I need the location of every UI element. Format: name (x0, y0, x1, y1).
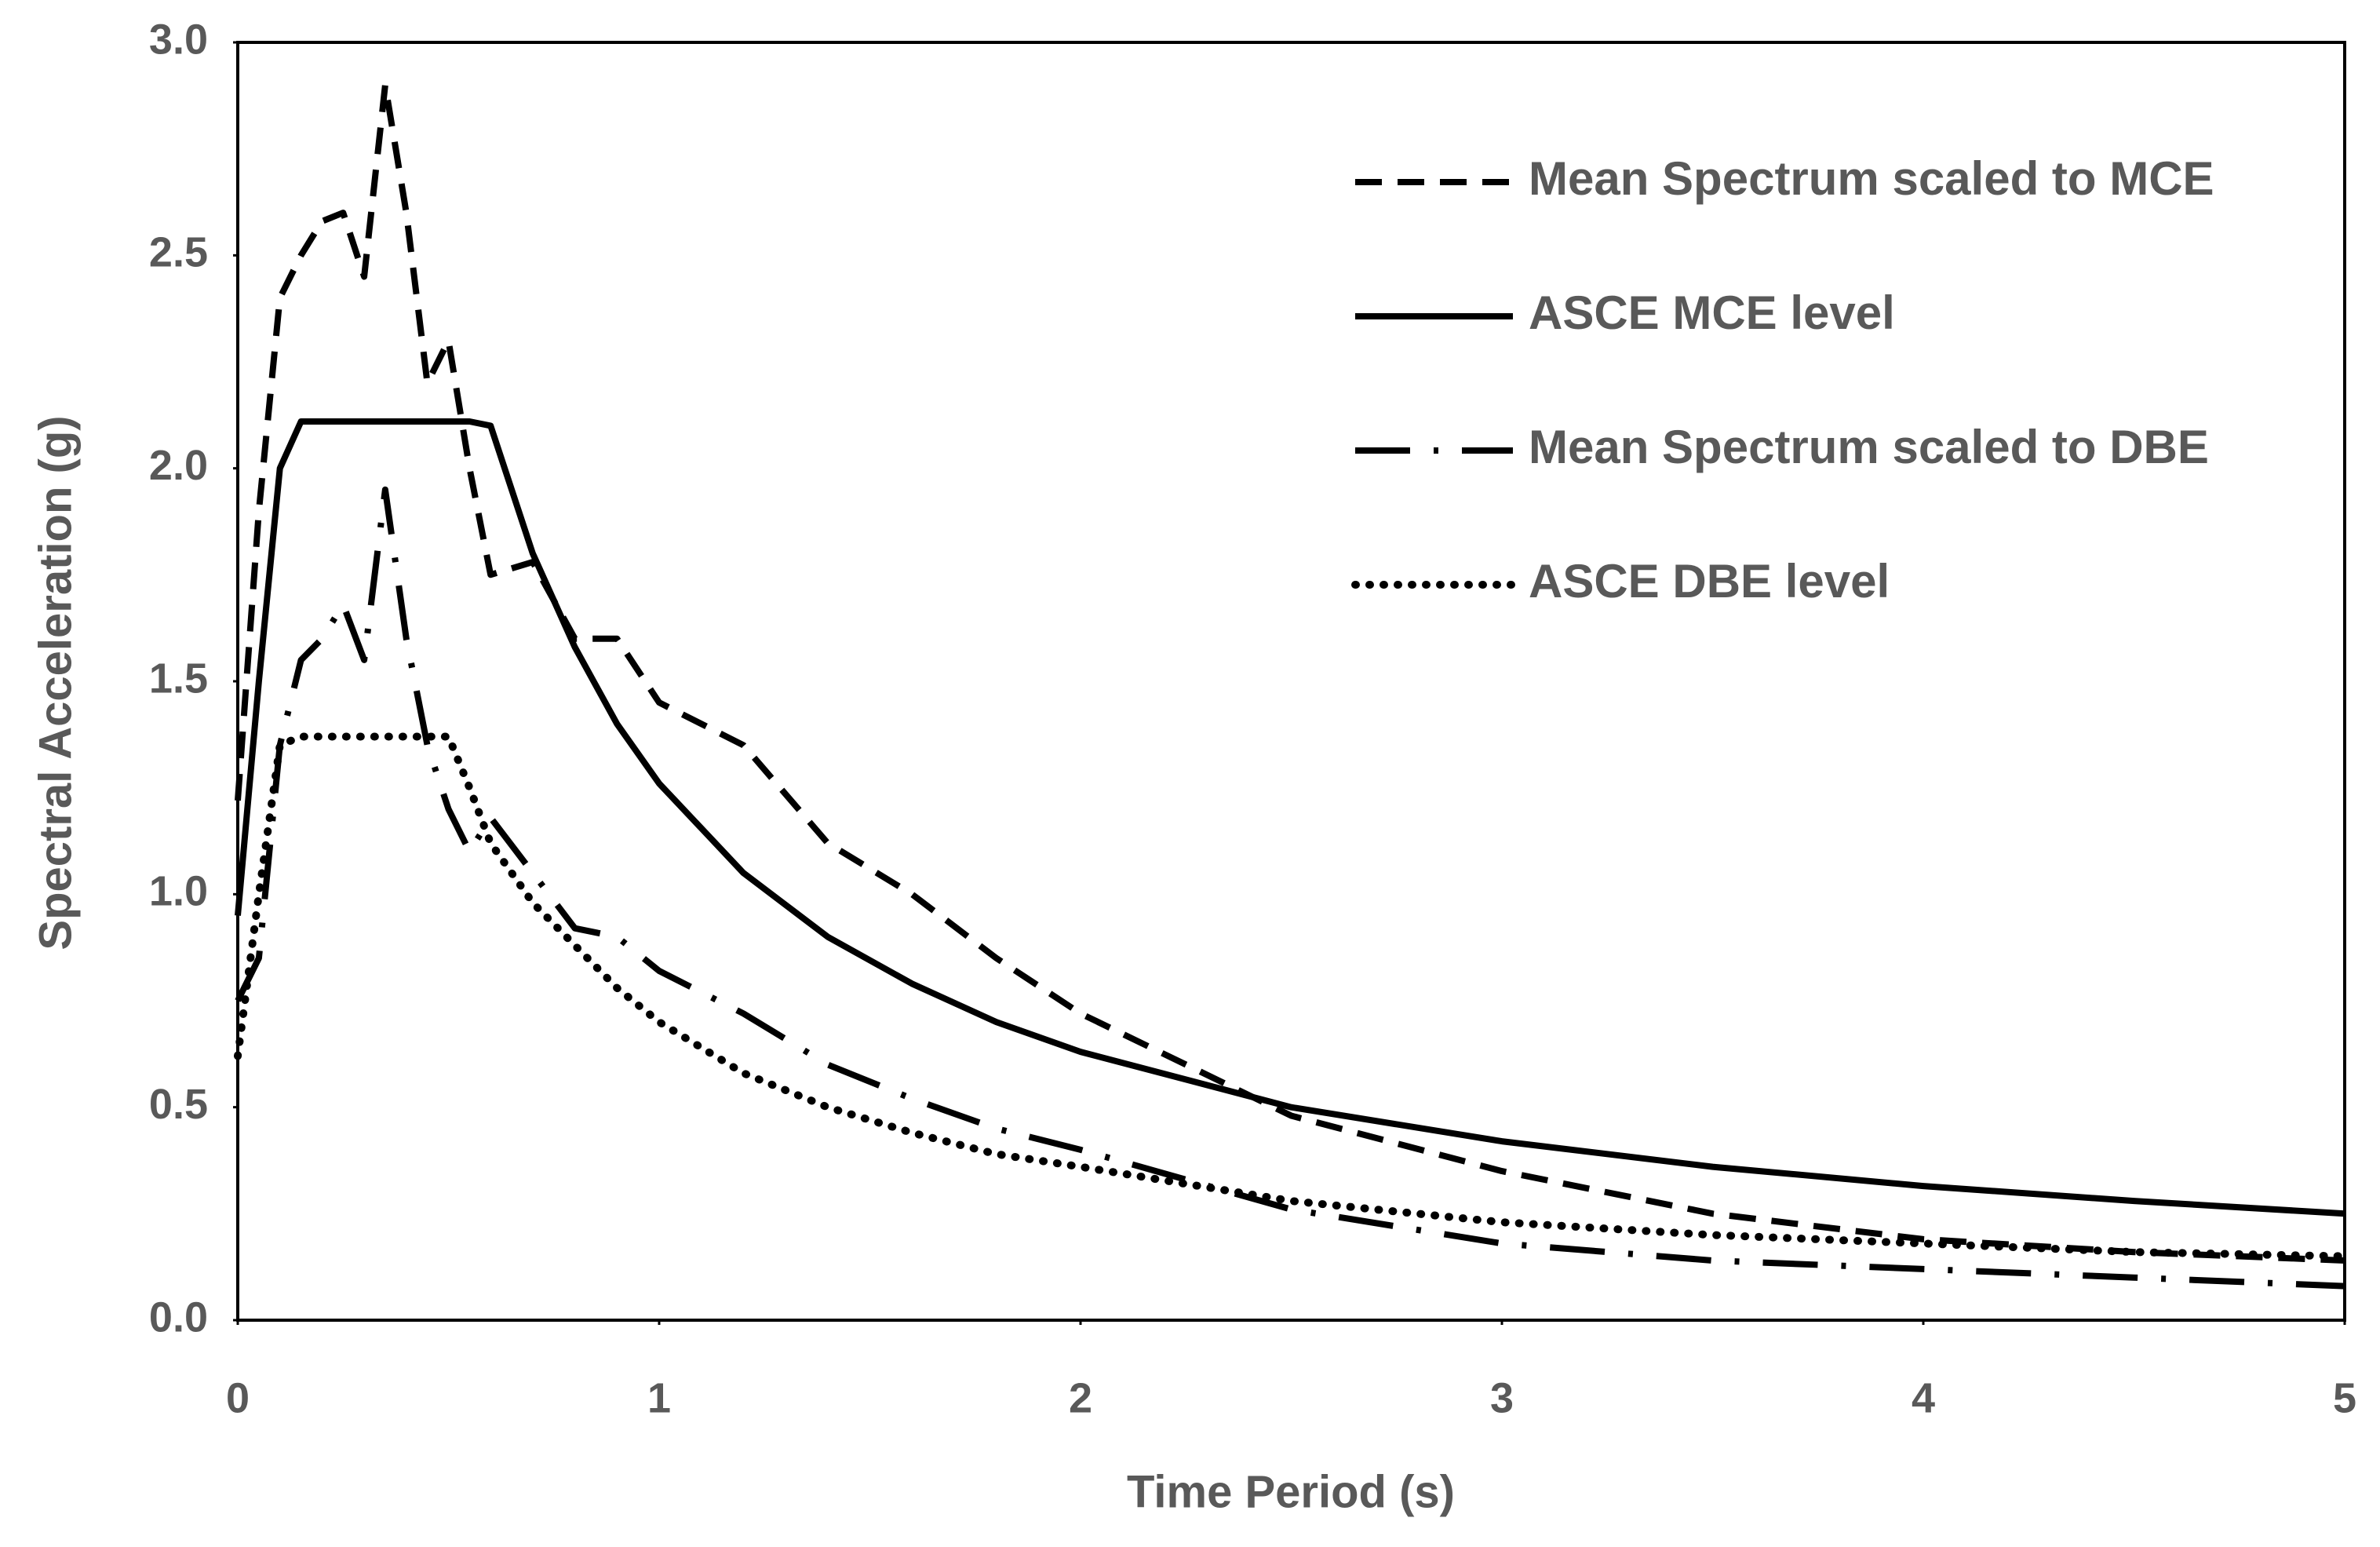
x-tick-label: 4 (1912, 1374, 1935, 1421)
series-line (235, 486, 2345, 1290)
y-tick-label: 2.5 (149, 229, 208, 276)
legend-label: Mean Spectrum scaled to MCE (1529, 152, 2214, 205)
series-line (235, 418, 2345, 1217)
x-tick-label: 3 (1490, 1374, 1514, 1421)
legend-label: ASCE DBE level (1529, 555, 1890, 607)
legend-label: ASCE MCE level (1529, 286, 1895, 339)
series-line (235, 82, 2345, 1264)
y-tick-label: 2.0 (149, 442, 208, 489)
y-axis-label: Spectral Acceleration (g) (30, 415, 81, 950)
x-tick-label: 2 (1069, 1374, 1092, 1421)
y-tick-label: 1.5 (149, 655, 208, 702)
x-tick-label: 0 (226, 1374, 250, 1421)
x-tick-label: 5 (2333, 1374, 2356, 1421)
x-axis-label: Time Period (s) (1127, 1466, 1455, 1517)
y-tick-label: 3.0 (149, 16, 208, 63)
series-line (234, 732, 2349, 1261)
y-tick-label: 0.5 (149, 1081, 208, 1128)
y-tick-label: 0.0 (149, 1293, 208, 1341)
y-tick-label: 1.0 (149, 868, 208, 915)
x-tick-label: 1 (647, 1374, 671, 1421)
plot-frame (236, 41, 2346, 1322)
legend-label: Mean Spectrum scaled to DBE (1529, 421, 2209, 473)
